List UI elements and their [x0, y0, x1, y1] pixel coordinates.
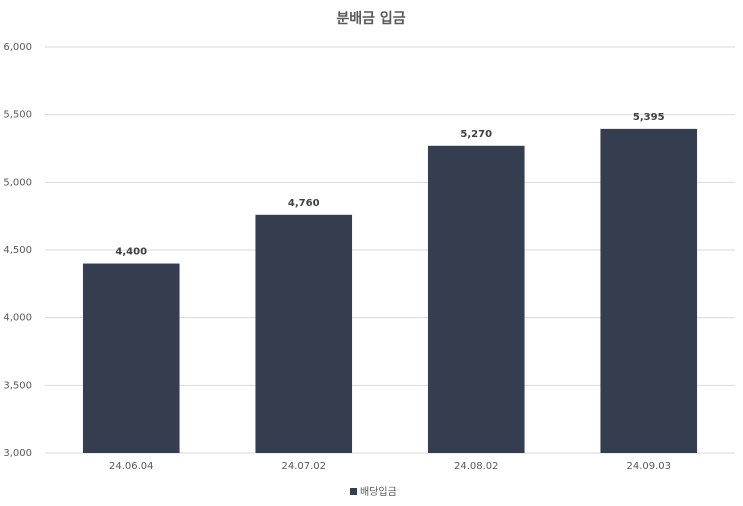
y-tick-label: 5,000	[3, 177, 32, 188]
value-label: 5,270	[460, 129, 492, 140]
bar	[600, 128, 698, 454]
y-tick-label: 4,500	[3, 245, 32, 256]
y-tick-label: 5,500	[3, 110, 32, 121]
legend-label: 배당입금	[360, 485, 397, 498]
y-tick-label: 3,500	[3, 380, 32, 391]
bar	[427, 145, 525, 453]
chart-title: 분배금 입금	[336, 11, 405, 27]
x-tick-label: 24.09.03	[626, 461, 671, 472]
bar	[255, 214, 353, 453]
value-label: 4,760	[288, 198, 320, 209]
x-tick-label: 24.06.04	[109, 461, 154, 472]
y-tick-label: 4,000	[3, 313, 32, 324]
y-tick-label: 6,000	[3, 42, 32, 53]
bar	[82, 263, 180, 453]
value-label: 4,400	[115, 247, 147, 258]
y-tick-label: 3,000	[3, 448, 32, 459]
value-label: 5,395	[633, 112, 665, 123]
x-tick-label: 24.07.02	[281, 461, 326, 472]
legend-swatch	[350, 488, 357, 495]
x-tick-label: 24.08.02	[454, 461, 499, 472]
